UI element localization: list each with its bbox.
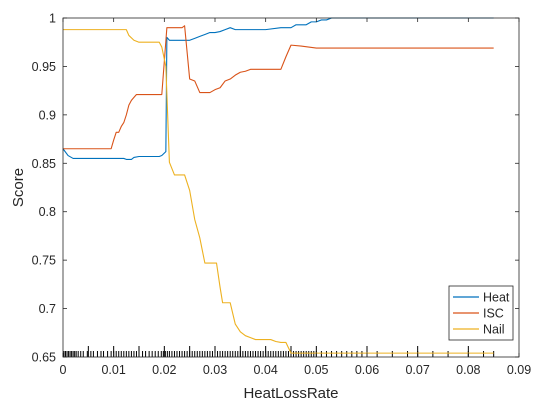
x-tick-label: 0.03 xyxy=(203,363,227,377)
y-tick-label: 0.8 xyxy=(39,205,56,219)
y-axis-label: Score xyxy=(10,168,27,207)
series-line-heat xyxy=(62,17,494,160)
x-axis-label: HeatLossRate xyxy=(243,385,338,402)
x-axis-ticks: 0 0.01 0.02 0.03 0.04 0.05 0.06 0.07 0.08 0.09 xyxy=(60,18,531,377)
y-tick-label: 0.9 xyxy=(39,108,56,122)
y-tick-label: 1 xyxy=(49,12,56,26)
series-line-isc xyxy=(63,25,494,150)
x-tick-label: 0.09 xyxy=(507,363,531,377)
y-tick-label: 0.65 xyxy=(32,351,56,365)
plot-frame xyxy=(62,17,520,358)
y-tick-label: 0.95 xyxy=(32,60,56,74)
x-tick-label: 0.06 xyxy=(355,363,379,377)
x-tick-label: 0.08 xyxy=(456,363,480,377)
y-tick-label: 0.85 xyxy=(32,157,56,171)
legend: Heat ISC Nail xyxy=(448,285,514,341)
y-tick-label: 0.75 xyxy=(32,254,56,268)
x-tick-label: 0.04 xyxy=(253,363,277,377)
legend-label-nail: Nail xyxy=(483,323,505,337)
rug-layer xyxy=(63,346,495,357)
y-tick-label: 0.7 xyxy=(39,302,56,316)
x-tick-label: 0 xyxy=(60,363,67,377)
legend-items: Heat ISC Nail xyxy=(453,291,510,337)
x-tick-label: 0.02 xyxy=(152,363,176,377)
y-axis-ticks: 0.65 0.7 0.75 0.8 0.85 0.9 0.95 1 xyxy=(32,12,519,365)
series-line-nail xyxy=(63,29,494,354)
x-tick-label: 0.01 xyxy=(101,363,125,377)
x-tick-label: 0.07 xyxy=(405,363,429,377)
legend-label-isc: ISC xyxy=(483,307,504,321)
legend-label-heat: Heat xyxy=(483,291,510,305)
series-layer xyxy=(62,17,494,354)
x-tick-label: 0.05 xyxy=(304,363,328,377)
